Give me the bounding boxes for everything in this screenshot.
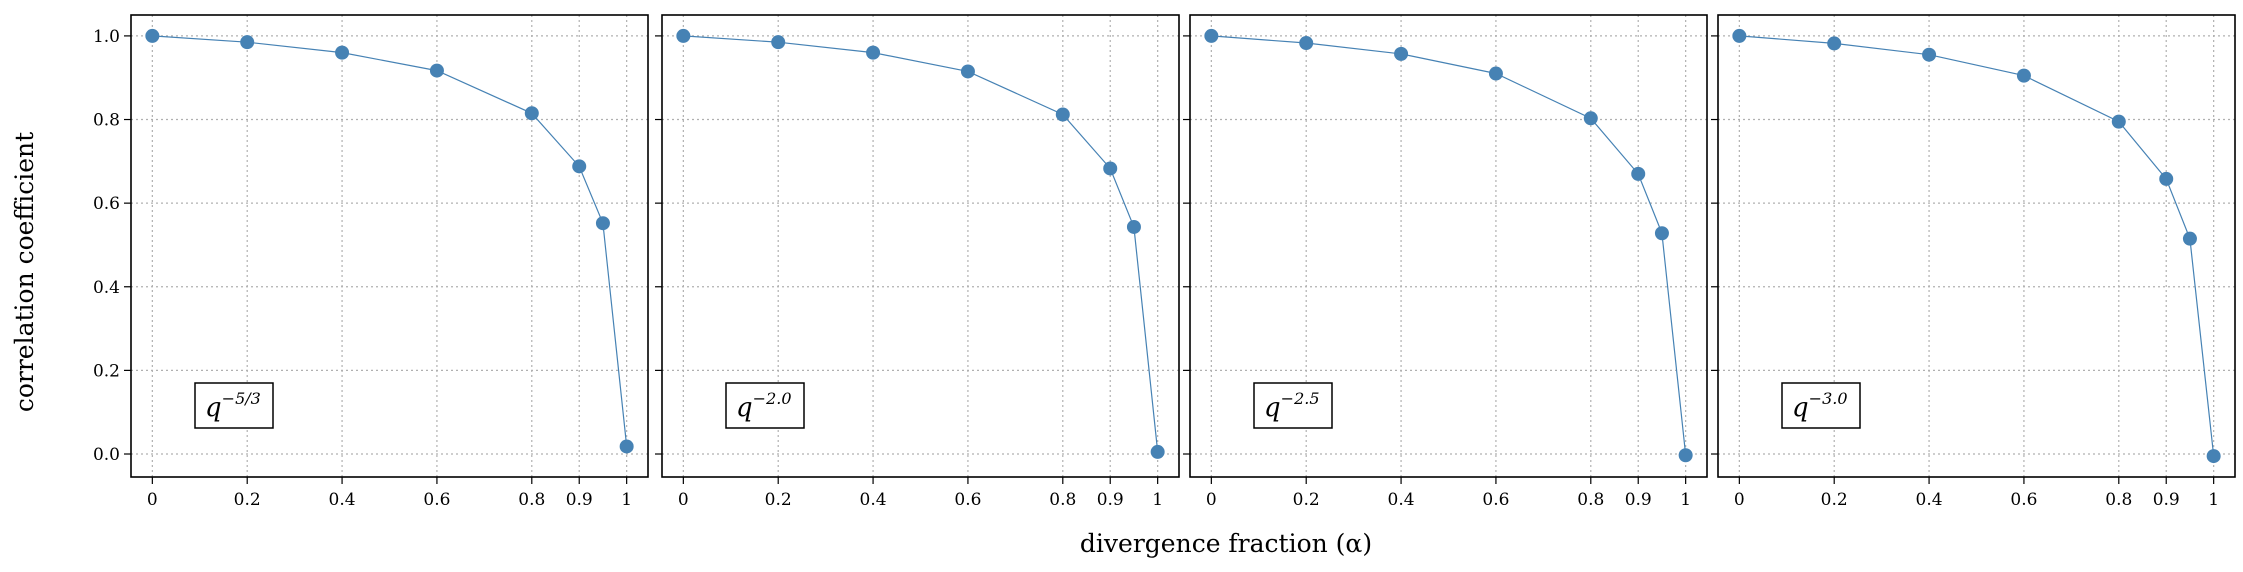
data-point [1654,226,1669,241]
legend-box [1781,382,1861,429]
y-tick-label: 0.0 [93,445,120,465]
data-point [1827,36,1842,51]
data-point [1631,166,1646,181]
series-line [152,35,628,447]
data-point [429,63,444,78]
data-point [1299,36,1314,51]
legend-label: q−2.0 [736,389,792,423]
x-tick-label: 0.6 [423,490,450,510]
x-tick-label: 0.2 [1293,490,1320,510]
data-point [2159,171,2174,186]
data-point [1732,28,1747,43]
x-tick-label: 0.4 [1388,490,1415,510]
data-point [866,45,881,60]
data-point [771,35,786,50]
x-tick-label: 0.9 [2153,490,2180,510]
x-tick-label: 0.9 [566,490,593,510]
data-point [524,106,539,121]
legend-label: q−5/3 [205,389,261,423]
y-axis-title: correlation coefficient [10,132,39,412]
x-tick-label: 0 [678,490,689,510]
x-tick-label: 0.2 [1821,490,1848,510]
y-tick-label: 0.4 [93,278,120,298]
x-tick-label: 0.4 [860,490,887,510]
series-line [1211,35,1687,456]
panel-frame [1717,14,2236,478]
x-tick-label: 0.8 [1577,490,1604,510]
series-line [1739,35,2215,457]
legend-box [194,382,274,429]
panels: 0 0.2 0.4 0.6 0.8 0.9 1 0.0 0.2 0.4 0.6 0.8 1.0 q−5/3… [93,14,2236,510]
x-tick-label: 1 [2208,490,2219,510]
data-point [595,216,610,231]
data-point [2111,114,2126,129]
panel-1: 0 0.2 0.4 0.6 0.8 0.9 1 0.0 0.2 0.4 0.6 0.8 1.0 q−5/3 [93,14,649,510]
data-point [240,35,255,50]
data-point [960,64,975,79]
data-point [1150,444,1165,459]
data-point [2206,449,2221,464]
legend-label: q−3.0 [1792,389,1848,423]
y-tick-label: 1.0 [93,27,120,47]
data-point [1922,47,1937,62]
data-point [335,45,350,60]
x-tick-label: 0.6 [2010,490,2037,510]
x-tick-label: 0.9 [1625,490,1652,510]
y-tick-label: 0.6 [93,194,120,214]
series-line [683,35,1159,452]
panel-frame [661,14,1180,478]
x-tick-label: 1 [621,490,632,510]
data-point [1583,111,1598,126]
legend-label: q−2.5 [1264,389,1320,423]
legend-box [725,382,805,429]
data-point [1204,28,1219,43]
x-tick-label: 0.8 [2105,490,2132,510]
x-tick-label: 0.4 [329,490,356,510]
data-point [1126,219,1141,234]
panel-4: 0 0.2 0.4 0.6 0.8 0.9 1 q−3.0 [1711,14,2236,510]
panel-3: 0 0.2 0.4 0.6 0.8 0.9 1 q−2.5 [1183,14,1708,510]
panel-2: 0 0.2 0.4 0.6 0.8 0.9 1 q−2.0 [655,14,1180,510]
x-tick-label: 0.6 [1482,490,1509,510]
data-point [1055,107,1070,122]
data-point [619,439,634,454]
x-tick-label: 0.6 [954,490,981,510]
data-point [676,28,691,43]
legend-box [1253,382,1333,429]
data-point [2016,68,2031,83]
x-tick-label: 0.9 [1097,490,1124,510]
data-point [1394,46,1409,61]
y-tick-label: 0.8 [93,111,120,131]
x-tick-label: 0.8 [1049,490,1076,510]
panel-frame [1189,14,1708,478]
x-tick-label: 0.8 [518,490,545,510]
x-tick-label: 0.4 [1916,490,1943,510]
x-tick-label: 0 [147,490,158,510]
y-tick-label: 0.2 [93,361,120,381]
x-tick-label: 1 [1152,490,1163,510]
x-tick-label: 0 [1734,490,1745,510]
x-tick-label: 0.2 [765,490,792,510]
data-point [572,159,587,174]
panel-frame [130,14,649,478]
x-axis-title: divergence fraction (α) [1080,529,1372,558]
data-point [2182,231,2197,246]
x-tick-label: 0.2 [234,490,261,510]
data-point [145,28,160,43]
data-point [1103,161,1118,176]
data-point [1488,66,1503,81]
x-tick-label: 0 [1206,490,1217,510]
data-point [1678,448,1693,463]
x-tick-label: 1 [1680,490,1691,510]
